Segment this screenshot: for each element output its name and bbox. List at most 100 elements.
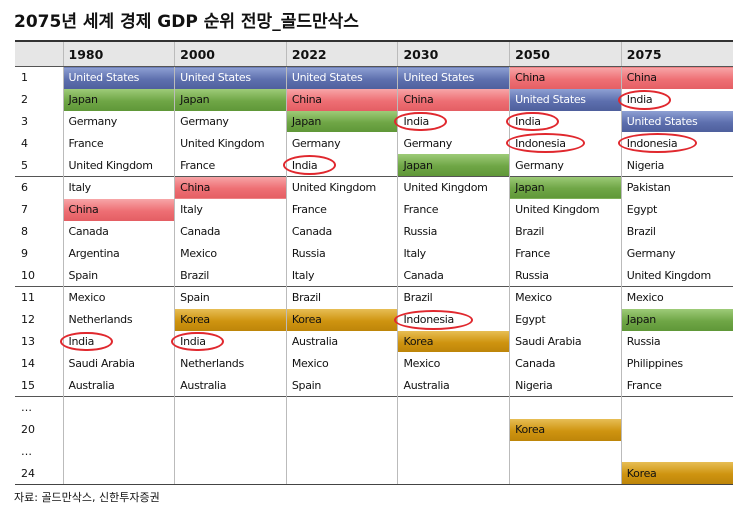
country-cell: India [506,110,622,133]
country-cell [397,440,510,463]
country-cell: Korea [620,462,733,486]
country-cell: Canada [509,352,622,375]
rank-cell: 24 [15,462,64,486]
rank-cell: 5 [21,158,28,172]
page-title: 2075년 세계 경제 GDP 순위 전망_골드만삭스 [14,12,359,32]
country-cell: India [282,154,398,177]
country-cell: Mexico [397,352,510,375]
rank-cell: 6 [15,175,64,199]
highlight-circle [171,331,225,352]
table-row: 15 Australia Australia Spain Australia Nigeri… [15,374,733,397]
country-cell [620,440,733,463]
country-cell [620,395,733,419]
table-row: … [15,395,733,419]
country-cell: United Kingdom [174,132,287,155]
country-cell: Argentina [62,242,175,265]
country-cell: Mexico [285,352,398,375]
source-note: 자료: 골드만삭스, 신한투자증권 [14,491,160,504]
country-cell: United Kingdom [620,264,733,287]
country-cell [397,462,510,486]
country-cell: Philippines [620,352,733,375]
gdp-ranking-table: 1980 2000 2022 2030 2050 2075 1 United States U… [15,40,733,486]
country-cell: India [394,110,510,133]
country-cell: Germany [62,110,175,133]
country-cell: Germany [620,242,733,265]
country-cell [397,395,510,419]
country-cell: Australia [174,374,287,397]
header-year: 2030 [397,40,510,67]
rank-cell: 20 [21,423,35,437]
country-cell: China [62,198,175,221]
table-row: 12 Netherlands Korea Korea Indonesia Egypt Jap… [15,308,733,331]
country-cell [620,418,733,441]
country-cell: Canada [397,264,510,287]
rank-cell: … [21,444,32,458]
highlight-circle [282,155,336,175]
country-cell: Spain [285,374,398,397]
country-cell [174,440,287,463]
rank-cell: 7 [21,203,28,217]
country-cell: Japan [285,110,398,133]
country-cell: Korea [285,308,398,331]
country-cell: United Kingdom [62,154,175,177]
country-cell: China [509,66,622,89]
country-cell: Brazil [620,220,733,243]
country-cell: United Kingdom [509,198,622,221]
country-cell: Italy [62,175,175,199]
country-cell: United States [397,66,510,89]
country-cell: Canada [174,220,287,243]
rank-cell: 4 [21,136,28,150]
country-cell [285,462,398,486]
country-cell: Japan [174,88,287,111]
country-cell: Brazil [285,285,398,309]
country-cell: United Kingdom [285,175,398,199]
country-cell: United States [62,66,175,89]
country-cell: Australia [285,330,398,353]
highlight-circle [394,309,474,330]
country-cell: Pakistan [620,175,733,199]
country-cell: Japan [620,308,733,331]
table-row: 5 United Kingdom France India Japan Germany Ni… [15,154,733,177]
country-cell: Korea [509,418,622,441]
rank-cell: 2 [21,93,28,107]
country-cell: Indonesia [394,308,510,331]
rank-cell: 14 [21,356,35,370]
table-row: 1 United States United States United States… [15,66,733,89]
country-cell: France [174,154,287,177]
table-row: 10 Spain Brazil Italy Canada Russia United Kin… [15,264,733,287]
country-cell [174,418,287,441]
country-cell: Germany [174,110,287,133]
country-cell: Brazil [174,264,287,287]
country-cell: Russia [397,220,510,243]
country-cell [509,462,622,486]
country-cell [62,440,175,463]
country-cell [174,462,287,486]
country-cell: Russia [620,330,733,353]
header-year: 1980 [62,40,175,67]
header-year: 2022 [285,40,398,67]
country-cell: United Kingdom [397,175,510,199]
country-cell: Italy [285,264,398,287]
country-cell [397,418,510,441]
country-cell: China [397,88,510,111]
table-row: 6 Italy China United Kingdom United Kingdom J… [15,175,733,199]
country-cell [62,395,175,419]
country-cell: Brazil [509,220,622,243]
table-row: 9 Argentina Mexico Russia Italy France Germany [15,242,733,265]
country-cell: Netherlands [62,308,175,331]
highlight-circle [506,133,586,154]
highlight-circle [617,89,671,110]
country-cell: Mexico [620,285,733,309]
country-cell: China [174,175,287,199]
country-cell: Germany [397,132,510,155]
header-year: 2050 [509,40,622,67]
country-cell: India [617,88,733,111]
rank-cell: 12 [21,313,35,327]
rank-cell: 10 [21,268,35,282]
table-row: 2 Japan Japan China China United States India [15,88,733,111]
country-cell: Saudi Arabia [62,352,175,375]
header-rank [15,40,64,67]
highlight-circle [59,331,113,352]
country-cell: France [62,132,175,155]
rank-cell: … [15,395,64,419]
